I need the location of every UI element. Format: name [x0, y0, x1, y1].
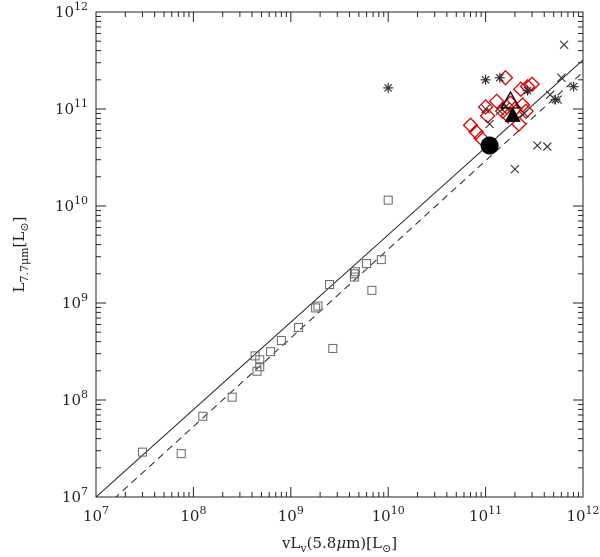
axis-ticks [95, 11, 584, 498]
square-point [255, 362, 265, 372]
cross-point [481, 104, 490, 114]
cross-point [559, 40, 569, 50]
x-axis-label: vLv(5.8μm)[L⊙] [281, 534, 397, 555]
x-tick-label: 109 [278, 504, 304, 525]
square-point [227, 392, 237, 402]
dashed-fit-line [115, 71, 583, 497]
square-point [362, 259, 372, 269]
x-tick-label: 1011 [469, 504, 502, 525]
diamond-point [518, 103, 534, 120]
y-tick-label: 1012 [55, 0, 88, 21]
square-point [294, 322, 304, 332]
diamond-point [512, 81, 529, 98]
plot-frame [95, 11, 584, 498]
asterisk-point [494, 72, 505, 83]
y-axis-label: L7.7μm[L⊙] [10, 217, 31, 293]
square-point [198, 411, 208, 421]
asterisk-point [383, 82, 394, 93]
cross-point [501, 102, 510, 112]
cross-point [532, 141, 542, 150]
asterisk-point [568, 81, 579, 92]
square-point [376, 255, 386, 265]
x-tick-label: 1010 [372, 504, 405, 525]
filled-circle-point [480, 136, 499, 155]
diamond-point [524, 76, 540, 93]
diamond-point [477, 99, 494, 115]
filled-triangle-point [504, 106, 521, 122]
diamond-point [497, 69, 514, 86]
asterisk-point [480, 74, 491, 85]
solid-fit-line [96, 59, 583, 497]
square-point [176, 449, 186, 459]
x-tick-label: 107 [83, 504, 109, 525]
x-tick-label: 108 [180, 504, 206, 525]
cross-point [519, 109, 529, 118]
diamond-point [468, 124, 485, 140]
square-point [313, 301, 323, 311]
square-point [276, 336, 286, 346]
square-point [255, 355, 265, 365]
diamond-point [462, 117, 479, 134]
data-points [137, 40, 579, 459]
cross-point [557, 73, 566, 83]
cross-point [542, 142, 552, 151]
square-point [311, 303, 321, 313]
square-point [325, 280, 335, 290]
square-point [349, 269, 359, 279]
asterisk-point [522, 85, 533, 96]
cross-point [545, 90, 555, 100]
y-tick-label: 107 [62, 485, 88, 506]
fit-lines [96, 59, 583, 497]
tick-labels: 107 108 109 1010 1011 1012 107 108 109 1010 1011 10… [55, 0, 600, 525]
x-tick-label: 1012 [566, 504, 599, 525]
open-triangle-point [500, 90, 521, 109]
square-point [137, 447, 147, 457]
square-point [328, 343, 338, 353]
square-point [383, 195, 393, 205]
cross-point [485, 119, 495, 129]
cross-point [553, 95, 563, 104]
diamond-point [479, 107, 496, 124]
y-tick-label: 109 [62, 291, 88, 312]
square-point [367, 285, 377, 295]
y-tick-label: 1011 [55, 97, 88, 118]
y-tick-label: 1010 [55, 194, 88, 215]
cross-point [510, 164, 520, 174]
y-tick-label: 108 [62, 388, 88, 409]
square-point [266, 347, 276, 357]
square-point [350, 267, 360, 277]
